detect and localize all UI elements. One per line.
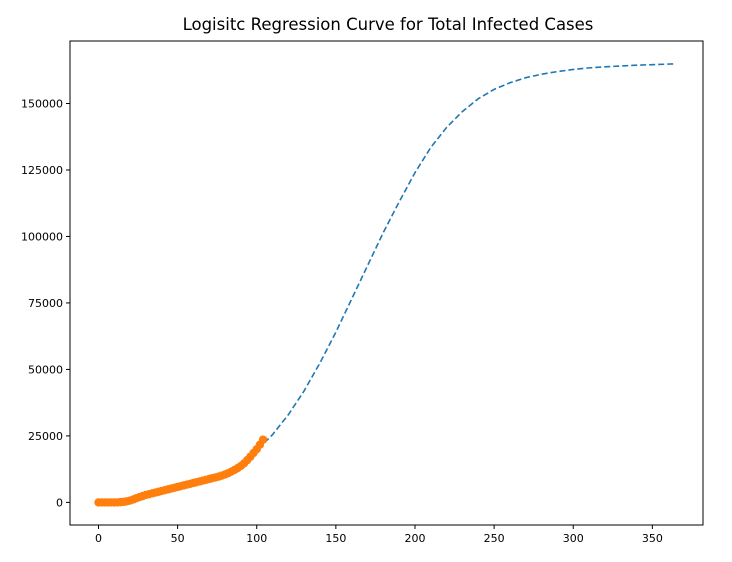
plot-area xyxy=(94,63,675,507)
x-tick-label: 100 xyxy=(246,532,267,545)
x-tick-label: 0 xyxy=(95,532,102,545)
observed-data-point xyxy=(258,435,268,444)
y-tick-label: 25000 xyxy=(28,430,63,443)
x-tick-label: 50 xyxy=(171,532,185,545)
y-axis: 0 25000 50000 75000 100000 125000 150000 xyxy=(21,97,70,509)
x-tick-label: 250 xyxy=(484,532,505,545)
fitted-curve-line xyxy=(98,63,675,502)
chart-title: Logisitc Regression Curve for Total Infe… xyxy=(183,15,594,34)
axes-frame xyxy=(69,40,704,526)
x-tick-label: 150 xyxy=(325,532,346,545)
y-tick-label: 125000 xyxy=(21,164,63,177)
x-axis: 0 50 100 150 200 250 300 350 xyxy=(95,525,663,545)
y-tick-label: 100000 xyxy=(21,230,63,243)
y-tick-label: 0 xyxy=(56,496,63,509)
y-tick-label: 75000 xyxy=(28,297,63,310)
y-tick-label: 150000 xyxy=(21,97,63,110)
y-tick-label: 50000 xyxy=(28,363,63,376)
x-tick-label: 350 xyxy=(642,532,663,545)
x-tick-label: 200 xyxy=(404,532,425,545)
x-tick-label: 300 xyxy=(563,532,584,545)
